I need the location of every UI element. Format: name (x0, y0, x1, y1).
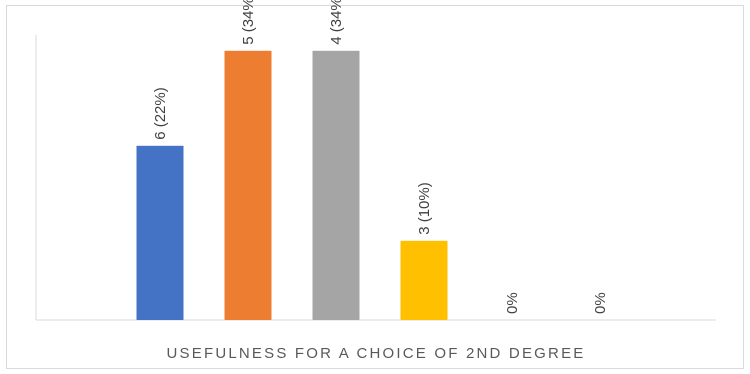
bar-4 (400, 240, 448, 320)
chart-frame (6, 5, 744, 369)
data-label-5: 0% (504, 292, 521, 314)
data-labels: 6 (22%) 5 (34%) 4 (34%) 3 (10%) 0% 0% (152, 0, 609, 314)
data-label-1: 6 (22%) (152, 87, 169, 140)
data-label-3: 4 (34%) (328, 0, 345, 45)
bars (136, 50, 448, 321)
plot-area: 6 (22%) 5 (34%) 4 (34%) 3 (10%) 0% 0% (35, 0, 716, 321)
x-axis-title: USEFULNESS FOR A CHOICE OF 2ND DEGREE (167, 345, 586, 362)
bar-2 (224, 50, 272, 321)
data-label-6: 0% (592, 292, 609, 314)
bar-1 (136, 145, 184, 320)
data-label-2: 5 (34%) (240, 0, 257, 45)
bar-3 (312, 50, 360, 321)
data-label-4: 3 (10%) (416, 182, 433, 235)
